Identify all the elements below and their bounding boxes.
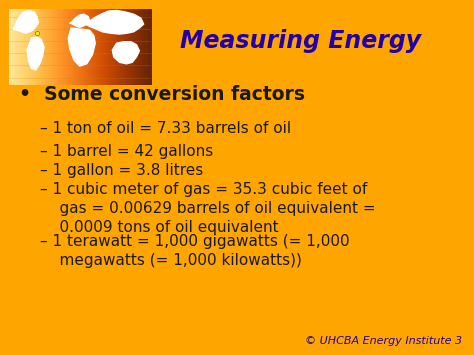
Text: – 1 barrel = 42 gallons: – 1 barrel = 42 gallons xyxy=(40,144,214,159)
Polygon shape xyxy=(112,42,139,64)
Polygon shape xyxy=(68,28,95,66)
Polygon shape xyxy=(70,14,90,27)
Text: – 1 cubic meter of gas = 35.3 cubic feet of
    gas = 0.00629 barrels of oil equ: – 1 cubic meter of gas = 35.3 cubic feet… xyxy=(40,182,376,235)
Text: – 1 ton of oil = 7.33 barrels of oil: – 1 ton of oil = 7.33 barrels of oil xyxy=(40,121,292,136)
Text: © UHCBA Energy Institute 3: © UHCBA Energy Institute 3 xyxy=(305,336,462,346)
Polygon shape xyxy=(85,10,144,34)
Polygon shape xyxy=(27,37,44,70)
Text: – 1 gallon = 3.8 litres: – 1 gallon = 3.8 litres xyxy=(40,163,203,178)
Polygon shape xyxy=(13,10,38,33)
Text: Measuring Energy: Measuring Energy xyxy=(181,29,421,53)
Text: – 1 terawatt = 1,000 gigawatts (= 1,000
    megawatts (= 1,000 kilowatts)): – 1 terawatt = 1,000 gigawatts (= 1,000 … xyxy=(40,234,350,268)
Text: •  Some conversion factors: • Some conversion factors xyxy=(19,84,305,104)
